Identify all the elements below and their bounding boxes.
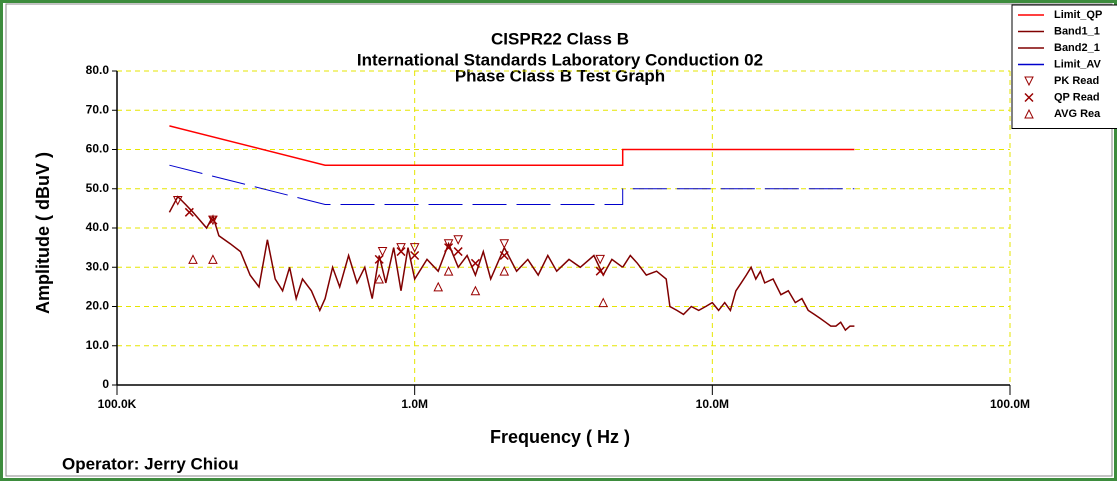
- qp-marker: [499, 250, 509, 261]
- x-tick-label: 10.0M: [696, 397, 729, 411]
- y-tick-label: 70.0: [86, 102, 110, 116]
- chart-title: International Standards Laboratory Condu…: [357, 50, 763, 69]
- pk-marker: [409, 243, 420, 253]
- qp-marker: [396, 247, 406, 257]
- legend-label: AVG Rea: [1054, 108, 1101, 120]
- pk-marker: [453, 235, 463, 245]
- pk-marker: [208, 215, 218, 226]
- pk-marker: [172, 196, 183, 206]
- qp-marker: [410, 250, 420, 261]
- avg-marker: [470, 285, 481, 296]
- legend: Limit_QP Band1_1 Band2_1 Limit_AV PK Read QP …: [1011, 4, 1117, 129]
- operator: Operator: Jerry Chiou: [62, 454, 239, 473]
- y-tick-label: 40.0: [86, 220, 110, 234]
- series-line: [169, 164, 855, 205]
- x-tick-label: 100.0M: [990, 397, 1030, 411]
- avg-marker: [374, 273, 384, 284]
- y-axis-label: Amplitude ( dBuV ): [33, 152, 53, 314]
- y-tick-label: 0: [102, 377, 109, 391]
- legend-label: Limit_AV: [1054, 58, 1102, 70]
- qp-marker: [470, 258, 480, 268]
- legend-label: Band2_1: [1054, 42, 1100, 54]
- series-line: [622, 254, 855, 332]
- legend-box: [1011, 4, 1117, 129]
- y-tick-label: 20.0: [86, 299, 110, 313]
- qp-marker: [595, 266, 605, 276]
- avg-marker: [598, 297, 609, 308]
- qp-marker: [453, 247, 463, 257]
- y-tick-label: 80.0: [86, 63, 110, 77]
- series-line: [169, 125, 855, 166]
- qp-marker: [184, 207, 194, 217]
- pk-marker: [499, 239, 510, 249]
- avg-marker: [499, 266, 510, 276]
- avg-marker: [188, 254, 198, 264]
- avg-marker: [433, 281, 444, 292]
- avg-marker: [1024, 108, 1034, 119]
- pk-marker: [377, 247, 388, 257]
- pk-marker: [396, 243, 406, 253]
- qp-marker: [1024, 92, 1034, 103]
- legend-label: Band1_1: [1054, 25, 1100, 37]
- chart-title: CISPR22 Class B: [491, 29, 629, 48]
- avg-marker: [208, 254, 218, 264]
- avg-marker: [443, 266, 454, 276]
- legend-label: QP Read: [1054, 91, 1100, 103]
- x-tick-label: 100.0K: [98, 397, 137, 411]
- series-line: [168, 195, 624, 313]
- qp-marker: [444, 243, 454, 253]
- legend-label: PK Read: [1054, 75, 1099, 87]
- chart-border: [5, 3, 1113, 477]
- y-tick-label: 10.0: [86, 338, 110, 352]
- pk-marker: [443, 239, 454, 249]
- y-tick-label: 30.0: [86, 259, 110, 273]
- x-axis-label: Frequency ( Hz ): [490, 427, 630, 447]
- y-tick-label: 50.0: [86, 181, 110, 195]
- qp-marker: [374, 254, 384, 264]
- y-tick-label: 60.0: [86, 142, 110, 156]
- x-tick-label: 1.0M: [401, 397, 428, 411]
- legend-label: Limit_QP: [1054, 9, 1102, 21]
- qp-marker: [208, 215, 218, 225]
- pk-marker: [595, 254, 605, 265]
- pk-marker: [1024, 76, 1034, 87]
- chart-title: Phase Class B Test Graph: [455, 66, 665, 85]
